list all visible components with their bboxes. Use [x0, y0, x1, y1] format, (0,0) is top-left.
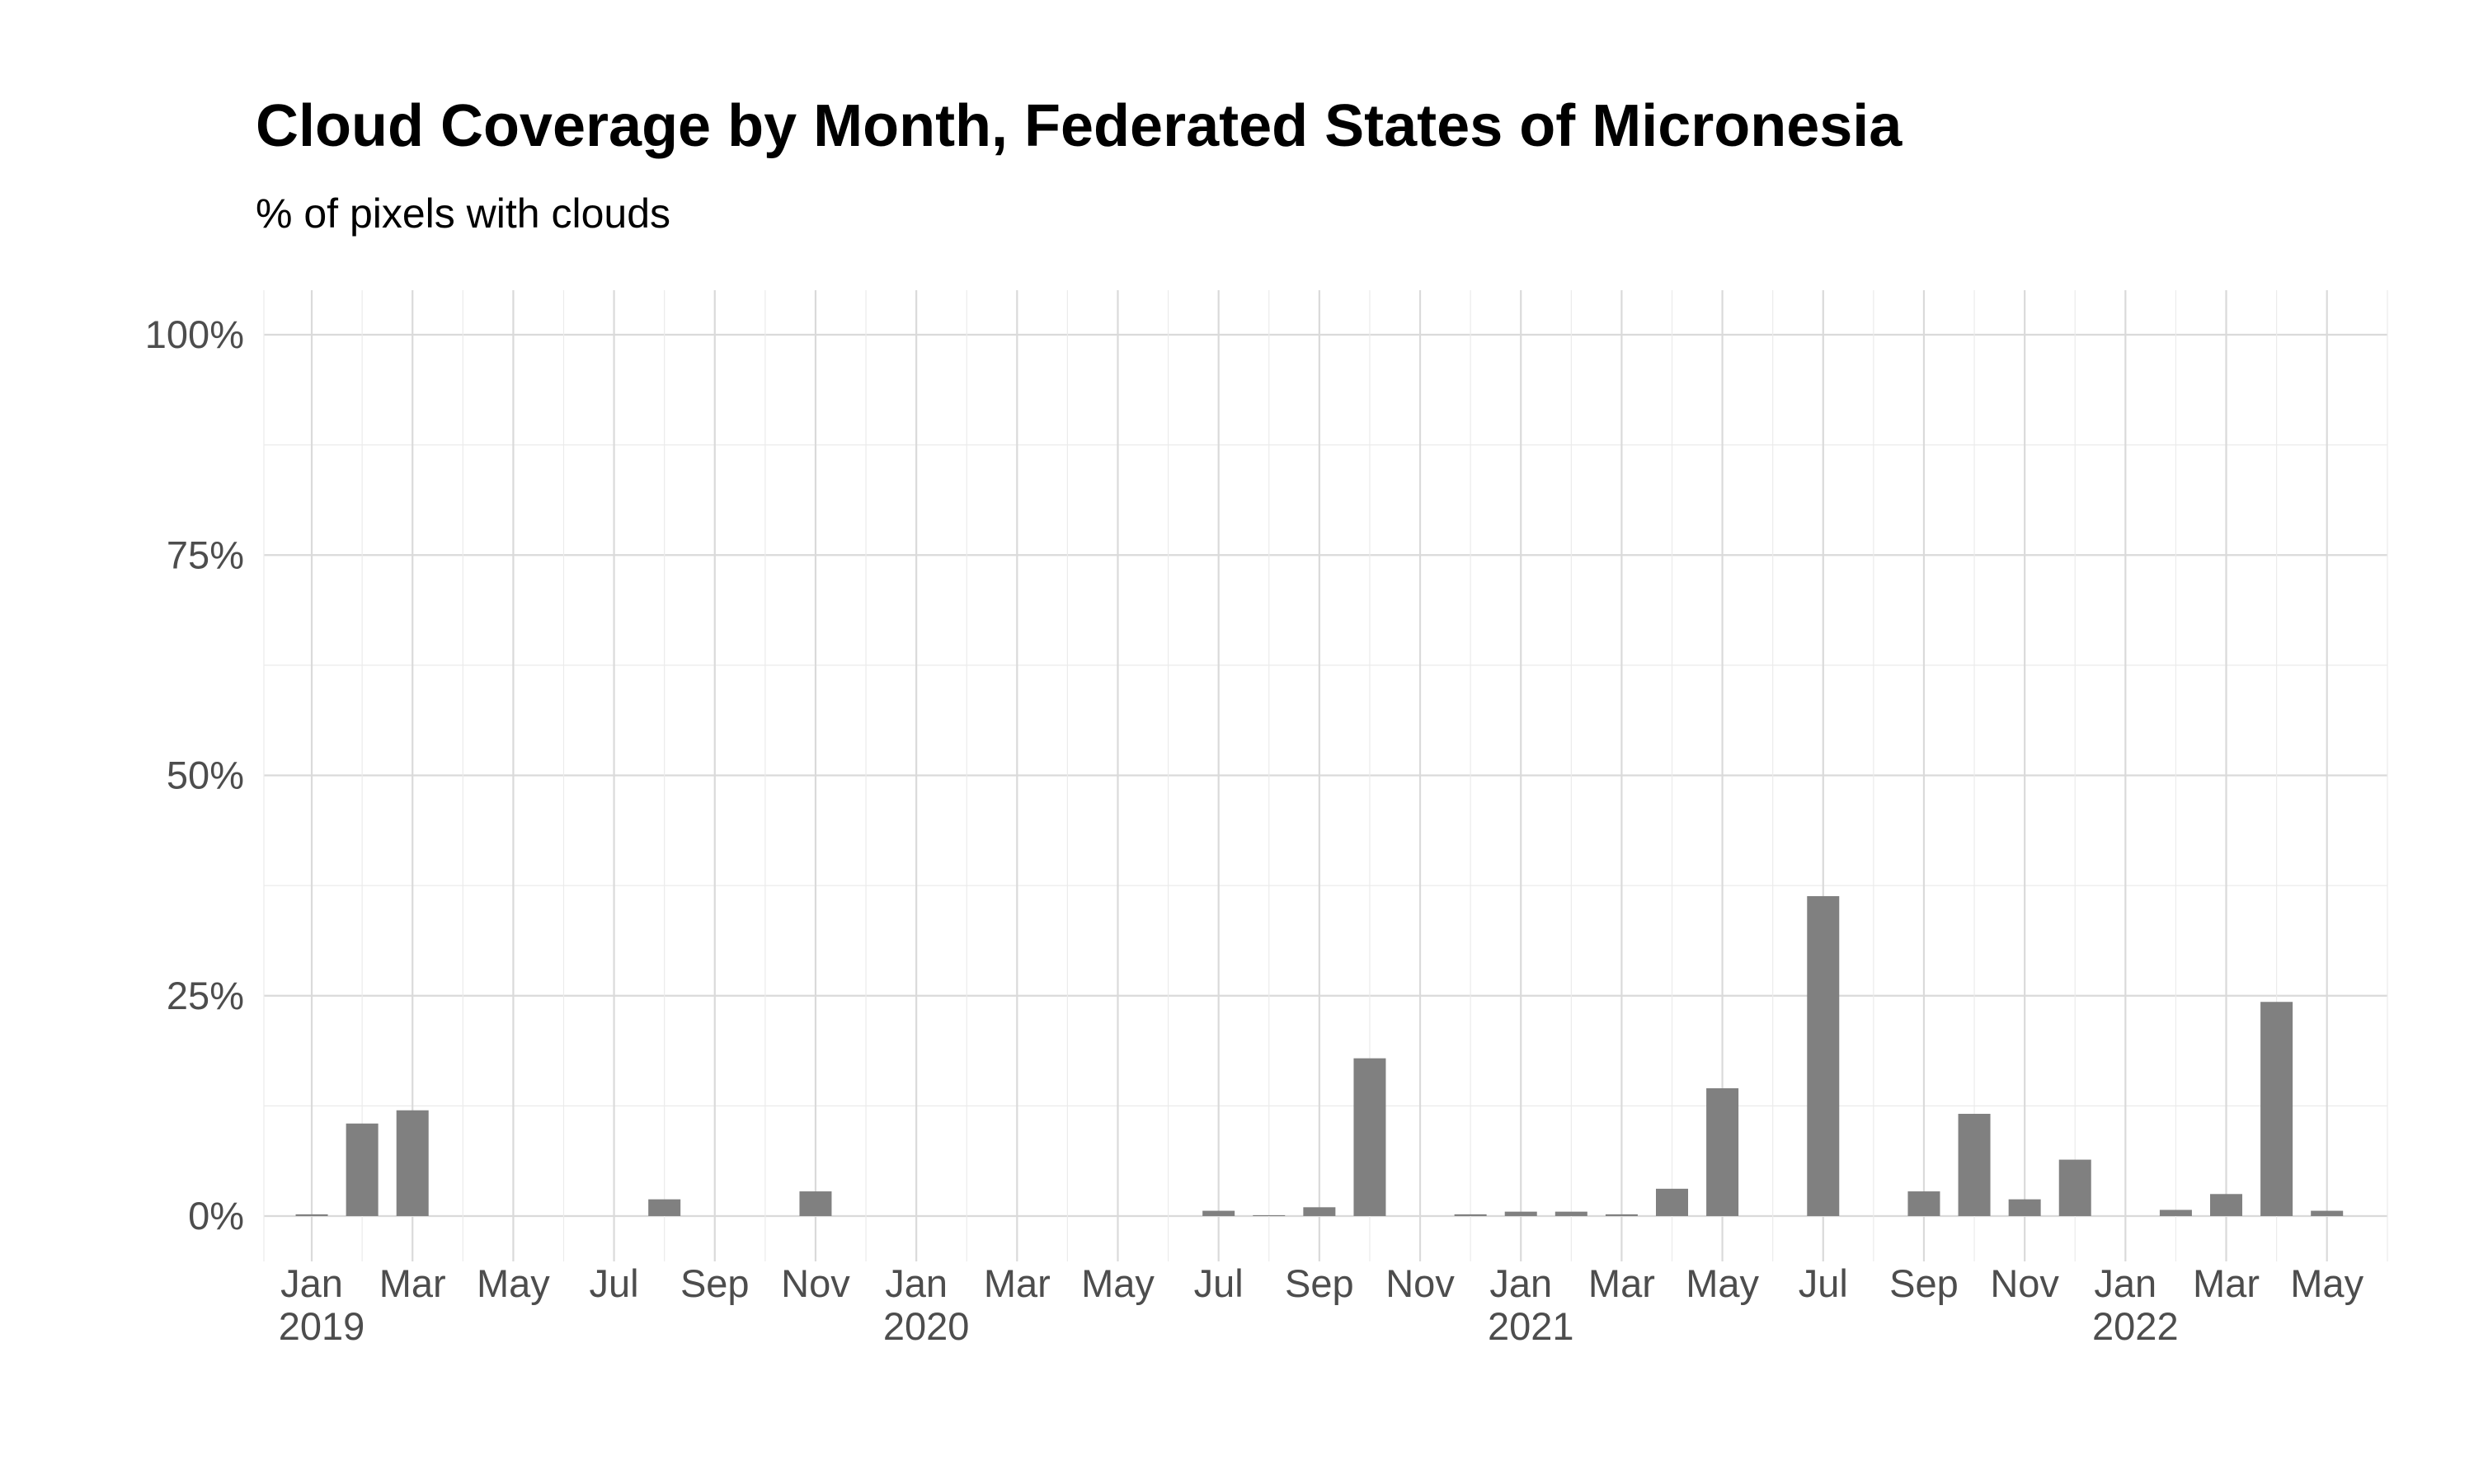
x-tick-label: Jan	[885, 1261, 948, 1305]
x-tick-label: Mar	[1588, 1261, 1655, 1305]
bar	[1958, 1113, 1991, 1216]
bar	[648, 1199, 681, 1216]
bar	[2058, 1159, 2091, 1216]
x-tick-label: May	[477, 1261, 550, 1305]
x-tick-year-label: 2022	[2092, 1304, 2179, 1348]
grid	[263, 290, 2388, 1261]
x-tick-label: Sep	[1889, 1261, 1959, 1305]
bar	[799, 1191, 832, 1216]
bar	[1353, 1058, 1386, 1216]
bar	[295, 1214, 328, 1216]
x-tick-year-label: 2020	[883, 1304, 970, 1348]
x-tick-label: May	[2290, 1261, 2363, 1305]
bar	[1253, 1214, 1286, 1216]
x-tick-label: Mar	[2193, 1261, 2260, 1305]
x-tick-label: Jul	[590, 1261, 639, 1305]
x-tick-label: Jul	[1194, 1261, 1244, 1305]
bars	[295, 895, 2344, 1216]
bar	[1504, 1211, 1537, 1216]
bar	[2260, 1002, 2293, 1216]
x-tick-label: Sep	[680, 1261, 750, 1305]
bar	[396, 1110, 429, 1216]
x-tick-label: Sep	[1285, 1261, 1354, 1305]
bar	[1605, 1214, 1638, 1216]
bar	[1202, 1210, 1235, 1216]
y-tick-label: 25%	[167, 974, 244, 1017]
bar	[1807, 895, 1840, 1216]
bar	[1303, 1207, 1336, 1216]
y-tick-label: 50%	[167, 754, 244, 797]
bar	[1706, 1087, 1739, 1216]
x-tick-label: Nov	[1385, 1261, 1455, 1305]
bar	[1454, 1214, 1487, 1216]
bar	[1907, 1191, 1940, 1216]
chart-subtitle: % of pixels with clouds	[256, 190, 671, 237]
bar	[2008, 1199, 2041, 1216]
y-tick-label: 100%	[145, 312, 244, 356]
x-tick-label: Jan	[2094, 1261, 2157, 1305]
x-tick-label: Nov	[781, 1261, 850, 1305]
x-tick-label: Mar	[379, 1261, 446, 1305]
x-tick-label: Mar	[984, 1261, 1051, 1305]
x-tick-label: Jul	[1799, 1261, 1848, 1305]
x-tick-label: Nov	[1990, 1261, 2059, 1305]
x-tick-label: May	[1686, 1261, 1759, 1305]
x-tick-label: Jan	[280, 1261, 343, 1305]
bar	[346, 1123, 379, 1216]
y-tick-label: 75%	[167, 533, 244, 576]
x-tick-label: May	[1081, 1261, 1155, 1305]
x-tick-label: Jan	[1489, 1261, 1552, 1305]
chart-title: Cloud Coverage by Month, Federated State…	[256, 93, 1903, 159]
bar	[2210, 1194, 2243, 1216]
x-tick-year-label: 2021	[1488, 1304, 1574, 1348]
bar	[1554, 1211, 1587, 1216]
bar	[2311, 1210, 2344, 1216]
bar	[1656, 1188, 1689, 1216]
bar	[2159, 1209, 2192, 1216]
y-tick-label: 0%	[188, 1194, 244, 1237]
x-tick-year-label: 2019	[279, 1304, 365, 1348]
